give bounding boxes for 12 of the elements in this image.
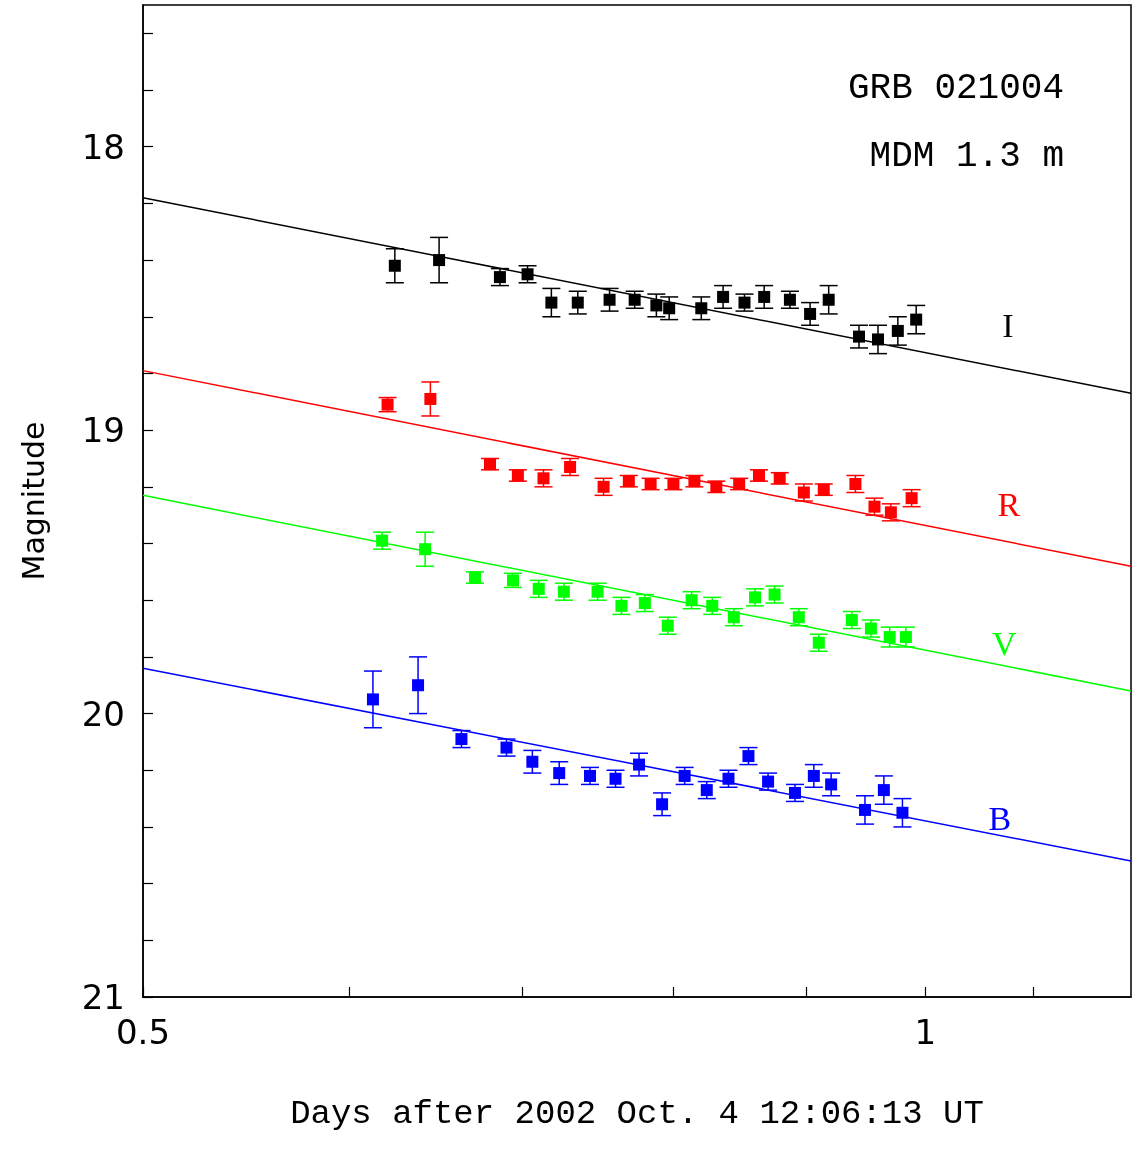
y-tick-label: 18 bbox=[81, 126, 125, 167]
x-axis-title: Days after 2002 Oct. 4 12:06:13 UT bbox=[290, 1095, 984, 1133]
text: R bbox=[997, 485, 1021, 523]
y-tick-label: 19 bbox=[81, 410, 125, 451]
text: I bbox=[1002, 307, 1014, 345]
y-axis-title: Magnitude bbox=[15, 421, 51, 581]
annotation: MDM 1.3 m bbox=[869, 135, 1065, 177]
text: B bbox=[988, 800, 1012, 838]
annotation: GRB 021004 bbox=[847, 67, 1065, 109]
y-tick-label: 20 bbox=[81, 693, 125, 734]
x-tick-label: 1 bbox=[914, 1012, 937, 1052]
text: V bbox=[991, 624, 1017, 662]
